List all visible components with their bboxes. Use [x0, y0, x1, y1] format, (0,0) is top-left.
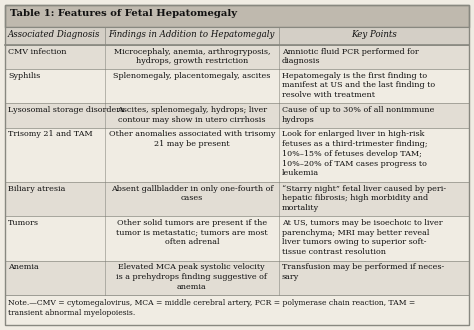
Bar — [5, 216, 469, 261]
Text: Findings in Addition to Hepatomegaly: Findings in Addition to Hepatomegaly — [109, 30, 275, 39]
Text: Key Points: Key Points — [351, 30, 397, 39]
Text: Syphilis: Syphilis — [8, 72, 40, 80]
Text: “Starry night” fetal liver caused by peri-
hepatic fibrosis; high morbidity and
: “Starry night” fetal liver caused by per… — [282, 184, 446, 212]
Text: Splenomegaly, placentomegaly, ascites: Splenomegaly, placentomegaly, ascites — [113, 72, 271, 80]
Text: Transfusion may be performed if neces-
sary: Transfusion may be performed if neces- s… — [282, 263, 444, 281]
Bar — [5, 69, 469, 103]
Text: Ascites, splenomegaly, hydrops; liver
contour may show in utero cirrhosis: Ascites, splenomegaly, hydrops; liver co… — [117, 106, 267, 124]
Text: CMV infection: CMV infection — [8, 48, 66, 55]
Bar — [5, 45, 469, 69]
Text: Anemia: Anemia — [8, 263, 39, 271]
Text: Other anomalies associated with trisomy
21 may be present: Other anomalies associated with trisomy … — [109, 130, 275, 148]
Text: Elevated MCA peak systolic velocity
is a prehydrops finding suggestive of
anemia: Elevated MCA peak systolic velocity is a… — [116, 263, 267, 291]
Bar — [5, 27, 469, 45]
Bar — [5, 5, 469, 27]
Text: Absent gallbladder in only one-fourth of
cases: Absent gallbladder in only one-fourth of… — [110, 184, 273, 202]
Bar — [5, 182, 469, 216]
Text: Hepatomegaly is the first finding to
manifest at US and the last finding to
reso: Hepatomegaly is the first finding to man… — [282, 72, 435, 99]
Text: Amniotic fluid PCR performed for
diagnosis: Amniotic fluid PCR performed for diagnos… — [282, 48, 419, 65]
Bar — [5, 261, 469, 295]
Text: Biliary atresia: Biliary atresia — [8, 184, 65, 193]
Text: Associated Diagnosis: Associated Diagnosis — [8, 30, 100, 39]
Bar — [5, 295, 469, 325]
Text: Look for enlarged liver in high-risk
fetuses as a third-trimester finding;
10%–1: Look for enlarged liver in high-risk fet… — [282, 130, 428, 177]
Text: Microcephaly, anemia, arthrogryposis,
hydrops, growth restriction: Microcephaly, anemia, arthrogryposis, hy… — [113, 48, 270, 65]
Text: Note.—CMV = cytomegalovirus, MCA = middle cerebral artery, PCR = polymerase chai: Note.—CMV = cytomegalovirus, MCA = middl… — [8, 299, 415, 317]
Text: Trisomy 21 and TAM: Trisomy 21 and TAM — [8, 130, 92, 138]
Text: At US, tumors may be isoechoic to liver
parenchyma; MRI may better reveal
liver : At US, tumors may be isoechoic to liver … — [282, 219, 442, 256]
Text: Tumors: Tumors — [8, 219, 39, 227]
Text: Other solid tumors are present if the
tumor is metastatic; tumors are most
often: Other solid tumors are present if the tu… — [116, 219, 267, 247]
Text: Lysosomal storage disorders: Lysosomal storage disorders — [8, 106, 124, 114]
Bar — [5, 128, 469, 182]
Text: Table 1: Features of Fetal Hepatomegaly: Table 1: Features of Fetal Hepatomegaly — [10, 9, 237, 18]
Text: Cause of up to 30% of all nonimmune
hydrops: Cause of up to 30% of all nonimmune hydr… — [282, 106, 434, 124]
Bar — [5, 103, 469, 128]
